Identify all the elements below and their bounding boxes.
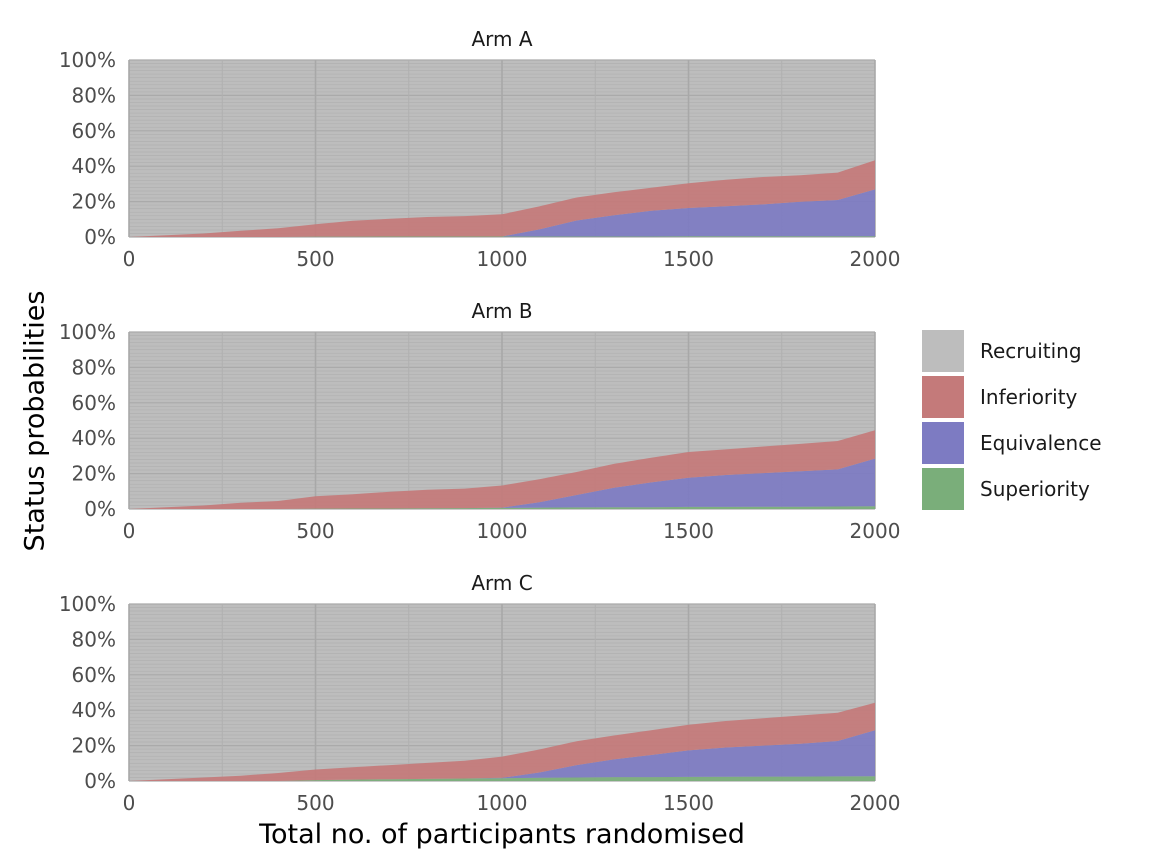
area-inferiority — [129, 430, 875, 509]
y-tick-label: 60% — [72, 119, 116, 143]
y-tick-label: 100% — [59, 592, 116, 616]
x-tick-label: 1000 — [477, 791, 528, 815]
legend-key-recruiting — [922, 330, 964, 372]
legend-key-inferiority — [922, 376, 964, 418]
area-equivalence — [129, 458, 875, 509]
x-tick-label: 2000 — [850, 791, 901, 815]
legend-label-equivalence: Equivalence — [980, 431, 1102, 455]
y-tick-label: 0% — [84, 225, 116, 249]
x-tick-label: 0 — [123, 247, 136, 271]
legend: Recruiting Inferiority Equivalence Superior… — [922, 330, 1102, 510]
x-tick-label: 1500 — [663, 519, 714, 543]
x-tick-label: 1500 — [663, 791, 714, 815]
x-axis-title: Total no. of participants randomised — [258, 819, 745, 850]
legend-label-inferiority: Inferiority — [980, 385, 1078, 409]
x-tick-label: 2000 — [850, 519, 901, 543]
y-tick-label: 100% — [59, 48, 116, 72]
area-inferiority — [129, 702, 875, 781]
legend-key-superiority — [922, 468, 964, 510]
x-tick-label: 500 — [296, 519, 334, 543]
legend-label-recruiting: Recruiting — [980, 339, 1082, 363]
panel-title: Arm C — [471, 571, 532, 595]
x-tick-label: 1000 — [477, 247, 528, 271]
panel-title: Arm B — [471, 299, 532, 323]
y-tick-label: 80% — [72, 83, 116, 107]
x-tick-label: 1500 — [663, 247, 714, 271]
y-tick-label: 20% — [72, 734, 116, 758]
x-tick-label: 1000 — [477, 519, 528, 543]
area-inferiority — [129, 160, 875, 237]
panel-arm-a: Arm A 0% 20% 40% 60% 80% 100% 0 500 1000 1500 2000 — [59, 27, 901, 271]
y-tick-label: 0% — [84, 769, 116, 793]
y-axis-title: Status probabilities — [20, 291, 51, 552]
area-equivalence — [129, 730, 875, 781]
y-tick-label: 40% — [72, 154, 116, 178]
x-tick-label: 500 — [296, 791, 334, 815]
area-superiority — [129, 776, 875, 781]
x-tick-label: 0 — [123, 519, 136, 543]
y-tick-label: 40% — [72, 698, 116, 722]
legend-key-equivalence — [922, 422, 964, 464]
y-tick-label: 0% — [84, 497, 116, 521]
x-tick-label: 2000 — [850, 247, 901, 271]
y-tick-label: 100% — [59, 320, 116, 344]
y-tick-label: 60% — [72, 663, 116, 687]
y-tick-label: 80% — [72, 355, 116, 379]
x-tick-label: 500 — [296, 247, 334, 271]
area-superiority — [129, 236, 875, 237]
y-tick-label: 60% — [72, 391, 116, 415]
area-equivalence — [129, 189, 875, 237]
panel-arm-b: Arm B 0% 20% 40% 60% 80% 100% 0 500 1000 1500 2000 — [59, 299, 901, 543]
y-tick-label: 80% — [72, 627, 116, 651]
legend-label-superiority: Superiority — [980, 477, 1090, 501]
area-superiority — [129, 506, 875, 509]
y-tick-label: 40% — [72, 426, 116, 450]
panel-title: Arm A — [471, 27, 532, 51]
x-tick-label: 0 — [123, 791, 136, 815]
y-tick-label: 20% — [72, 190, 116, 214]
y-tick-label: 20% — [72, 462, 116, 486]
panel-arm-c: Arm C 0% 20% 40% 60% 80% 100% 0 500 1000 1500 2000 — [59, 571, 901, 815]
